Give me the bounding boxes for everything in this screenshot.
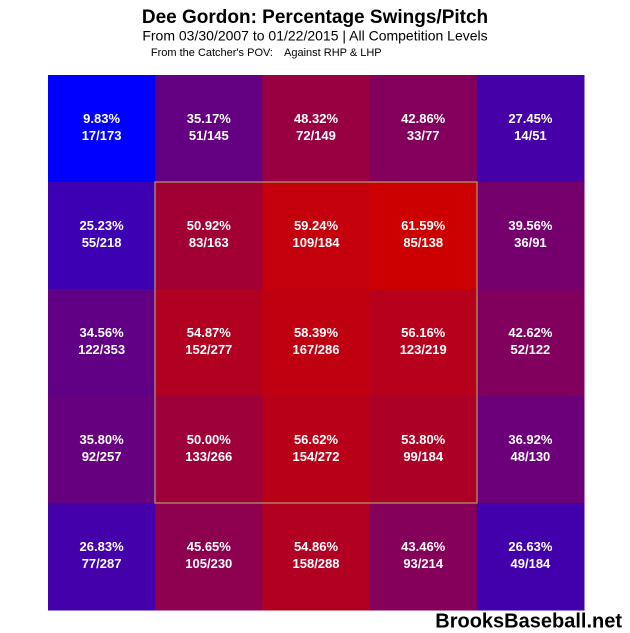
chart-note: From the Catcher's POV: [151,47,273,59]
cell-count-label: 49/184 [511,556,552,571]
heatmap-cell [48,503,156,611]
cell-value-label: 42.86% [401,111,446,126]
cell-count-label: 154/272 [293,449,340,464]
cell-value-label: 50.92% [187,218,232,233]
heatmap-cell [476,75,585,183]
cell-value-label: 56.16% [401,325,446,340]
heatmap-cell [369,182,478,290]
cell-value-label: 43.46% [401,539,446,554]
chart-note: Against RHP & LHP [284,47,382,59]
cell-count-label: 152/277 [185,342,232,357]
heatmap-cell [476,182,585,290]
cell-count-label: 122/353 [78,342,125,357]
cell-count-label: 92/257 [82,449,122,464]
cell-count-label: 52/122 [511,342,551,357]
cell-count-label: 133/266 [185,449,232,464]
cell-count-label: 14/51 [514,128,547,143]
cell-value-label: 42.62% [508,325,553,340]
watermark: BrooksBaseball.net [435,610,622,632]
heatmap-cell [262,396,371,504]
cell-value-label: 25.23% [80,218,125,233]
cell-count-label: 36/91 [514,235,547,250]
cell-value-label: 34.56% [80,325,125,340]
cell-value-label: 50.00% [187,432,232,447]
cell-count-label: 51/145 [189,128,229,143]
heatmap-grid: 9.83% 17/173 35.17% 51/145 48.32% 72/149 42.86… [48,75,585,611]
cell-value-label: 61.59% [401,218,446,233]
heatmap-cell [48,75,156,183]
cell-count-label: 93/214 [403,556,444,571]
heatmap-cell [155,182,263,290]
heatmap-cell [262,182,371,290]
heatmap-cell [155,503,263,611]
cell-count-label: 158/288 [293,556,340,571]
heatmap-cell [369,396,478,504]
cell-value-label: 39.56% [508,218,553,233]
cell-value-label: 9.83% [83,111,120,126]
cell-count-label: 99/184 [403,449,444,464]
cell-value-label: 45.65% [187,539,232,554]
heatmap-cell [262,289,371,397]
heatmap-cell [369,503,478,611]
heatmap-cell [48,182,156,290]
cell-count-label: 109/184 [293,235,341,250]
heatmap-cell [369,289,478,397]
cell-count-label: 105/230 [185,556,232,571]
heatmap-cell [262,75,371,183]
heatmap-cell [155,75,263,183]
cell-count-label: 17/173 [82,128,122,143]
cell-value-label: 27.45% [508,111,553,126]
cell-value-label: 54.87% [187,325,232,340]
heatmap-cell [155,289,263,397]
cell-count-label: 83/163 [189,235,229,250]
heatmap-cell [476,289,585,397]
cell-count-label: 77/287 [82,556,122,571]
cell-value-label: 48.32% [294,111,339,126]
cell-value-label: 54.86% [294,539,339,554]
heatmap-cell [369,75,478,183]
heatmap-cell [48,396,156,504]
cell-value-label: 53.80% [401,432,446,447]
cell-value-label: 26.63% [508,539,553,554]
cell-value-label: 36.92% [508,432,553,447]
cell-value-label: 56.62% [294,432,339,447]
heatmap-cell [48,289,156,397]
heatmap-cell [476,503,585,611]
cell-value-label: 59.24% [294,218,339,233]
heatmap-cell [262,503,371,611]
cell-count-label: 85/138 [403,235,443,250]
cell-value-label: 35.80% [80,432,125,447]
cell-value-label: 35.17% [187,111,232,126]
heatmap-cell [155,396,263,504]
cell-count-label: 167/286 [293,342,340,357]
chart-subtitle: From 03/30/2007 to 01/22/2015 | All Comp… [142,28,487,44]
heatmap-cell [476,396,585,504]
cell-count-label: 33/77 [407,128,440,143]
cell-count-label: 72/149 [296,128,336,143]
cell-count-label: 48/130 [511,449,551,464]
strike-zone [154,181,478,504]
cell-value-label: 58.39% [294,325,339,340]
chart-title: Dee Gordon: Percentage Swings/Pitch [142,7,488,28]
cell-count-label: 123/219 [400,342,447,357]
cell-count-label: 55/218 [82,235,122,250]
cell-value-label: 26.83% [80,539,125,554]
